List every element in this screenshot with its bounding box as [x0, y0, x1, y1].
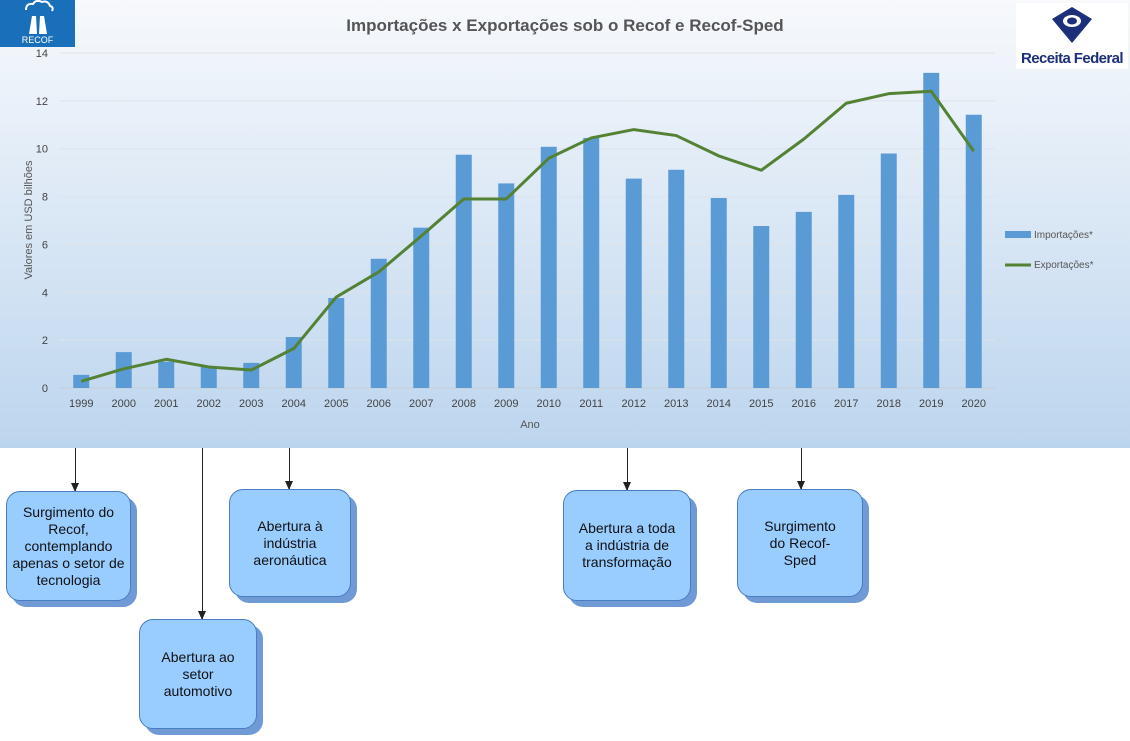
x-tick-label: 2009: [494, 398, 518, 410]
bar-importacoes-2010: [540, 146, 557, 388]
callout-text: Surgimento do Recof, contemplando apenas…: [12, 503, 125, 588]
x-tick-label: 2005: [324, 398, 348, 410]
y-tick-label: 0: [42, 383, 48, 395]
bar-importacoes-2017: [838, 194, 855, 388]
line-exportacoes: [80, 89, 975, 383]
y-tick-label: 12: [36, 96, 48, 108]
callout-text: Abertura ao setor automotivo: [161, 648, 235, 699]
x-tick-label: 1999: [69, 398, 93, 410]
x-axis-label: Ano: [520, 419, 540, 431]
callout-arrow: [797, 448, 805, 490]
x-tick-label: 2008: [452, 398, 476, 410]
callout-text: Abertura a toda a indústria de transform…: [578, 520, 676, 570]
bar-importacoes-2013: [668, 169, 685, 388]
callout-arrow: [71, 448, 79, 492]
y-tick-label: 4: [42, 287, 48, 299]
x-tick-label: 2007: [409, 398, 433, 410]
bar-importacoes-2016: [795, 211, 812, 388]
bar-importacoes-2005: [328, 298, 345, 388]
legend-label-exportacoes: Exportações*: [1034, 260, 1094, 271]
y-tick-label: 2: [42, 335, 48, 347]
callout-arrow: [623, 448, 631, 491]
bar-importacoes-2019: [923, 72, 940, 388]
chart: Importações x Exportações sob o Recof e …: [23, 16, 1094, 431]
callout-box-recof-origin: Surgimento do Recof, contemplando apenas…: [6, 491, 131, 601]
bar-importacoes-2018: [880, 153, 897, 388]
bar-importacoes-2015: [753, 226, 770, 388]
callout-box-aeronautics: Abertura à indústria aeronáutica: [229, 489, 351, 597]
x-tick-label: 2000: [112, 398, 136, 410]
x-tick-label: 2011: [579, 398, 603, 410]
bar-importacoes-2011: [583, 137, 600, 388]
bar-importacoes-1999: [73, 374, 90, 388]
callout-text: Abertura à indústria aeronáutica: [253, 517, 327, 568]
x-tick-label: 2003: [239, 398, 263, 410]
bar-importacoes-2001: [158, 361, 175, 388]
x-tick-label: 2018: [877, 398, 901, 410]
bar-importacoes-2020: [965, 114, 982, 388]
chart-background: [0, 0, 1130, 448]
callout-text: Surgimento do Recof-Sped: [764, 517, 836, 568]
y-tick-label: 14: [36, 48, 48, 60]
bar-importacoes-2014: [710, 198, 727, 388]
x-tick-label: 2015: [749, 398, 773, 410]
x-tick-label: 2013: [664, 398, 688, 410]
receita-emblem-icon: [1052, 7, 1092, 43]
y-tick-label: 10: [36, 144, 48, 156]
chart-title: Importações x Exportações sob o Recof e …: [346, 16, 783, 35]
recof-logo: RECOF: [0, 0, 75, 47]
x-tick-label: 2019: [919, 398, 943, 410]
y-tick-label: 8: [42, 192, 48, 204]
legend-swatch-importacoes: [1005, 231, 1031, 238]
x-tick-label: 2002: [197, 398, 221, 410]
x-tick-label: 2016: [792, 398, 816, 410]
y-tick-label: 6: [42, 239, 48, 251]
x-tick-label: 2014: [707, 398, 731, 410]
x-tick-label: 2004: [282, 398, 306, 410]
callout-box-transformation: Abertura a toda a indústria de transform…: [563, 490, 691, 601]
callout-box-automotive: Abertura ao setor automotivo: [139, 619, 257, 729]
x-tick-label: 2012: [622, 398, 646, 410]
factory-cloud-icon: [24, 0, 54, 34]
receita-federal-logo: Receita Federal: [1016, 3, 1128, 69]
bar-importacoes-2007: [413, 227, 430, 388]
callout-box-recof-sped: Surgimento do Recof-Sped: [737, 489, 863, 597]
x-tick-label: 2001: [154, 398, 178, 410]
x-tick-label: 2006: [367, 398, 391, 410]
bar-importacoes-2008: [455, 154, 472, 388]
x-tick-label: 2017: [834, 398, 858, 410]
y-axis-label: Valores em USD bilhões: [23, 160, 35, 280]
bar-importacoes-2012: [625, 178, 642, 388]
bar-importacoes-2002: [200, 366, 217, 388]
bar-importacoes-2009: [498, 183, 515, 388]
callout-arrow: [198, 448, 206, 620]
legend-label-importacoes: Importações*: [1034, 230, 1093, 241]
bar-importacoes-2006: [370, 258, 387, 388]
bar-importacoes-2004: [285, 337, 302, 388]
recof-logo-text: RECOF: [21, 35, 54, 45]
receita-logo-text: Receita Federal: [1021, 50, 1123, 67]
x-tick-label: 2010: [537, 398, 561, 410]
callout-arrow: [285, 448, 293, 490]
x-tick-label: 2020: [962, 398, 986, 410]
